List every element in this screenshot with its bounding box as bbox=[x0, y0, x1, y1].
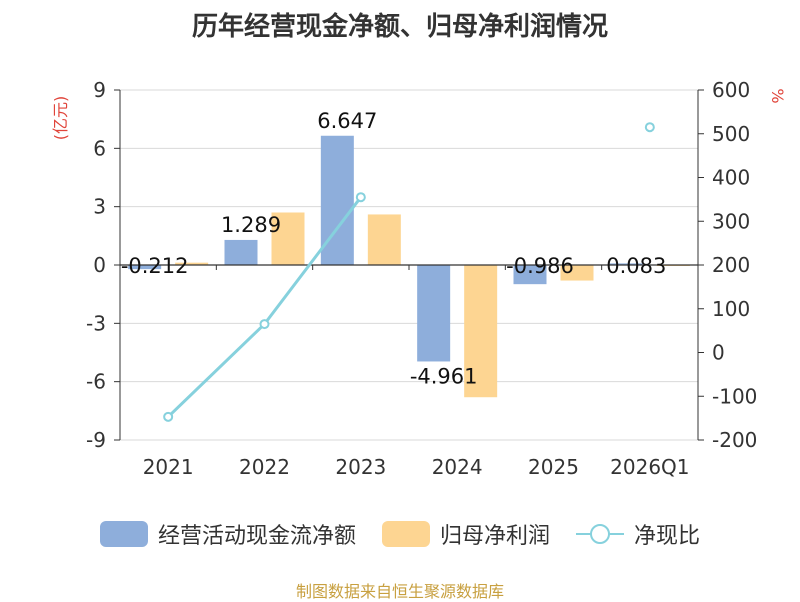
chart-title: 历年经营现金净额、归母净利润情况 bbox=[191, 12, 608, 42]
point-cash-ratio bbox=[163, 411, 174, 422]
legend: 经营活动现金流净额 归母净利润 净现比 bbox=[0, 518, 800, 550]
y-right-unit-label: % bbox=[768, 88, 787, 103]
x-tick-label: 2023 bbox=[335, 455, 386, 479]
y-right-tick-label: 400 bbox=[712, 166, 750, 190]
bar-cashflow bbox=[609, 263, 643, 265]
point-cash-ratio bbox=[355, 192, 366, 203]
y-left-tick-label: -3 bbox=[86, 311, 106, 335]
chart-area: -9 -6 -3 0 3 6 9 -200 -100 0 100 200 300 400 500 600 (亿元… bbox=[51, 78, 787, 479]
legend-label-net-profit: 归母净利润 bbox=[439, 524, 550, 549]
legend-item-cash-ratio[interactable]: 净现比 bbox=[576, 518, 700, 550]
bar-cashflow bbox=[417, 265, 451, 362]
data-label-cashflow: -0.986 bbox=[506, 254, 574, 278]
x-tick-label: 2025 bbox=[528, 455, 579, 479]
y-left-tick-label: 3 bbox=[93, 195, 106, 219]
bar-net-profit bbox=[367, 214, 401, 265]
data-label-cashflow: 6.647 bbox=[317, 109, 377, 133]
y-right-tick-label: 500 bbox=[712, 122, 750, 146]
bar-net-profit bbox=[175, 262, 209, 265]
x-tick-label: 2026Q1 bbox=[610, 455, 689, 479]
legend-label-cash-ratio: 净现比 bbox=[634, 524, 701, 549]
x-tick-label: 2022 bbox=[239, 455, 290, 479]
data-label-cashflow: -4.961 bbox=[410, 364, 478, 388]
bar-net-profit bbox=[271, 212, 305, 265]
y-right-tick-label: 300 bbox=[712, 209, 750, 233]
legend-item-cashflow[interactable]: 经营活动现金流净额 bbox=[99, 518, 356, 550]
y-right-tick-label: 200 bbox=[712, 253, 750, 277]
y-left-unit-label: (亿元) bbox=[51, 96, 70, 141]
y-right-tick-label: -200 bbox=[712, 428, 757, 452]
legend-swatch-cashflow bbox=[99, 521, 148, 547]
source-note: 制图数据来自恒生聚源数据库 bbox=[295, 582, 504, 601]
bar-net-profit bbox=[464, 265, 498, 398]
legend-label-cashflow: 经营活动现金流净额 bbox=[157, 524, 356, 549]
point-cash-ratio bbox=[259, 319, 270, 330]
data-label-cashflow: -0.212 bbox=[121, 254, 189, 278]
y-right-tick-label: -100 bbox=[712, 384, 757, 408]
legend-swatch-cash-ratio bbox=[576, 521, 624, 547]
x-tick-label: 2021 bbox=[143, 455, 194, 479]
legend-item-net-profit[interactable]: 归母净利润 bbox=[381, 518, 550, 550]
y-left-tick-label: -6 bbox=[86, 370, 106, 394]
y-left-tick-label: 6 bbox=[93, 136, 106, 160]
y-right-tick-label: 0 bbox=[712, 341, 725, 365]
data-label-cashflow: 0.083 bbox=[606, 254, 666, 278]
legend-swatch-net-profit bbox=[381, 521, 430, 547]
bar-cashflow bbox=[224, 239, 258, 265]
bar-cashflow bbox=[128, 265, 162, 270]
bar-net-profit bbox=[560, 265, 594, 281]
x-tick-label: 2024 bbox=[432, 455, 483, 479]
data-label-cashflow: 1.289 bbox=[221, 213, 281, 237]
bar-cashflow bbox=[513, 265, 547, 285]
y-right-tick-label: 100 bbox=[712, 297, 750, 321]
y-left-tick-label: -9 bbox=[86, 428, 106, 452]
y-right-tick-label: 600 bbox=[712, 78, 750, 102]
y-left-tick-label: 0 bbox=[93, 253, 106, 277]
y-left-tick-label: 9 bbox=[93, 78, 106, 102]
point-cash-ratio bbox=[644, 122, 655, 133]
